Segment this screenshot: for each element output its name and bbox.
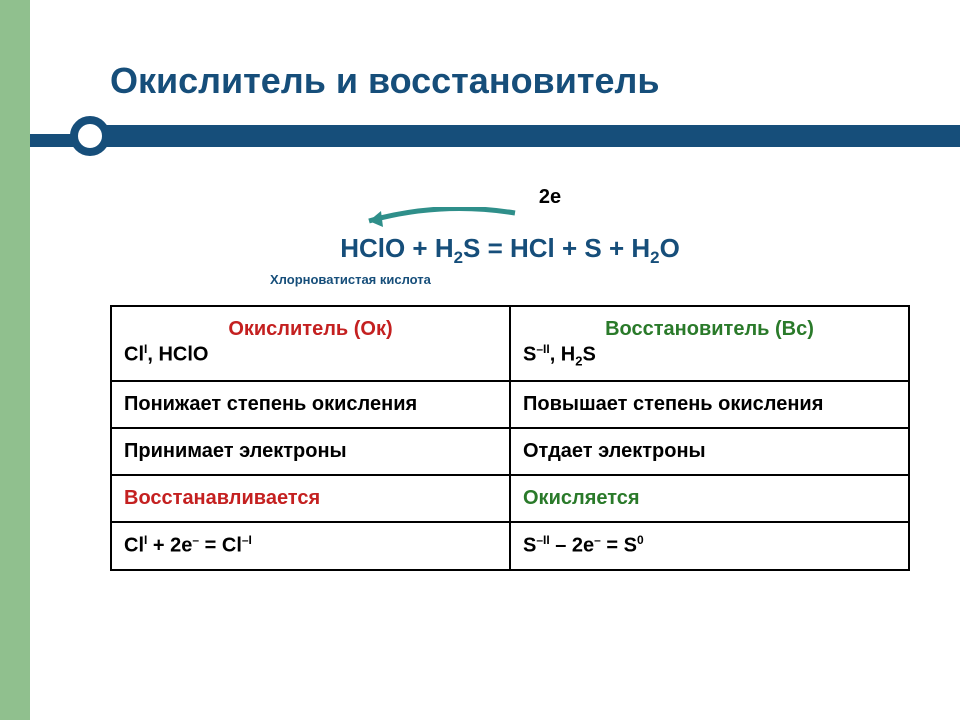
rule-bar — [30, 125, 960, 147]
acid-name-label: Хлорноватистая кислота — [270, 272, 910, 287]
reducer-half-reaction: S–II – 2e– = S0 — [510, 522, 909, 570]
oxidizer-header-cell: Окислитель (Ок) ClI, HClO — [111, 306, 510, 381]
oxidizer-cell: Понижает степень окисления — [111, 381, 510, 428]
oxidizer-half-reaction: ClI + 2e– = Cl–I — [111, 522, 510, 570]
title-rule — [30, 116, 960, 156]
oxidizer-cell: Принимает электроны — [111, 428, 510, 475]
table-header-row: Окислитель (Ок) ClI, HClO Восстановитель… — [111, 306, 909, 381]
oxidizer-cell: Восстанавливается — [111, 475, 510, 522]
rule-circle — [70, 116, 110, 156]
table-row: Принимает электроныОтдает электроны — [111, 428, 909, 475]
chemical-equation: HClO + H2S = HCl + S + H2O — [110, 233, 910, 268]
reducer-species: S–II, H2S — [523, 342, 896, 370]
reducer-cell: Окисляется — [510, 475, 909, 522]
oxidizer-species: ClI, HClO — [124, 342, 497, 368]
reducer-cell: Повышает степень окисления — [510, 381, 909, 428]
electron-transfer-arrow — [355, 207, 525, 231]
oxidizer-title: Окислитель (Ок) — [124, 317, 497, 342]
page-title: Окислитель и восстановитель — [110, 60, 910, 102]
left-accent-bar — [0, 0, 30, 720]
slide-content: Окислитель и восстановитель 2е HClO + H2… — [30, 0, 960, 720]
comparison-table: Окислитель (Ок) ClI, HClO Восстановитель… — [110, 305, 910, 571]
electron-transfer-label: 2е — [190, 186, 910, 209]
table-row: Понижает степень окисленияПовышает степе… — [111, 381, 909, 428]
reducer-header-cell: Восстановитель (Вс) S–II, H2S — [510, 306, 909, 381]
reducer-cell: Отдает электроны — [510, 428, 909, 475]
half-reaction-row: ClI + 2e– = Cl–I S–II – 2e– = S0 — [111, 522, 909, 570]
reducer-title: Восстановитель (Вс) — [523, 317, 896, 342]
table-row: ВосстанавливаетсяОкисляется — [111, 475, 909, 522]
